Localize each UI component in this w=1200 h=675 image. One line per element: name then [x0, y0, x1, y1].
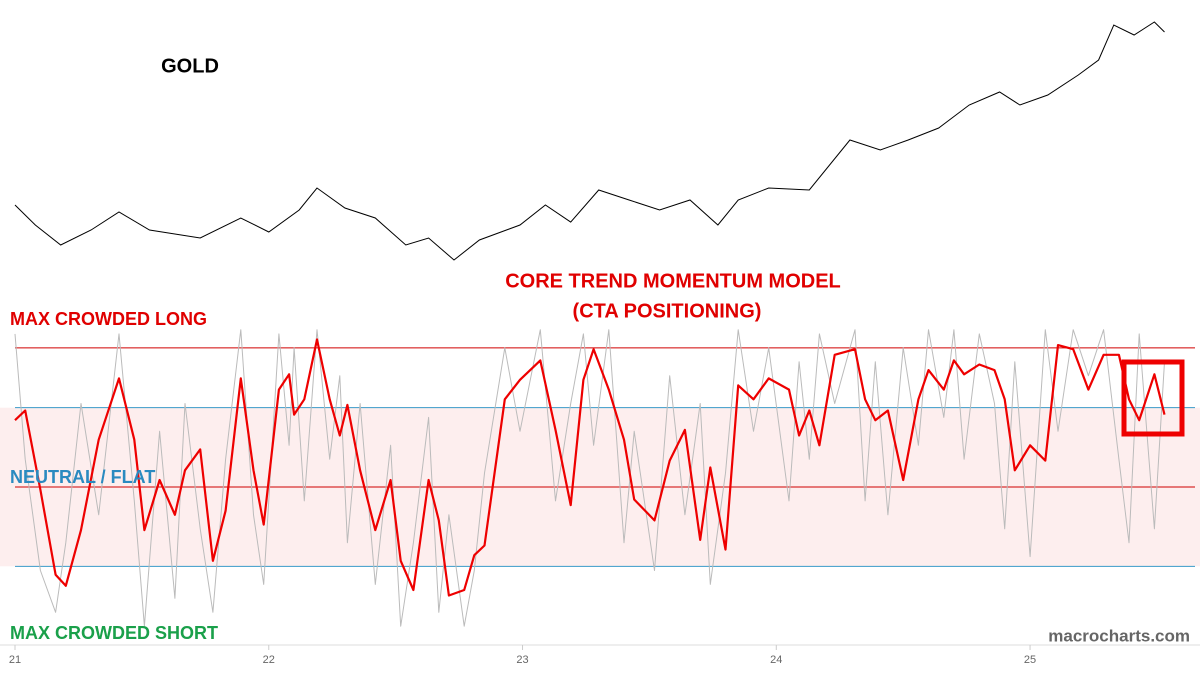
zone-label: MAX CROWDED LONG — [10, 309, 207, 329]
price-line — [14, 21, 1165, 261]
zone-label: NEUTRAL / FLAT — [10, 467, 155, 487]
x-tick-label: 24 — [770, 654, 782, 666]
gold-title: GOLD — [161, 55, 219, 77]
x-tick-label: 22 — [263, 654, 275, 666]
model-subtitle: (CTA POSITIONING) — [573, 300, 762, 322]
x-tick-label: 21 — [9, 654, 21, 666]
highlight-box — [1121, 359, 1185, 437]
raw-line — [14, 329, 1165, 627]
source: macrocharts.com — [1048, 626, 1190, 645]
model-title: CORE TREND MOMENTUM MODEL — [505, 270, 841, 292]
x-tick-label: 23 — [516, 654, 528, 666]
model-line — [14, 338, 1166, 597]
zone-label: MAX CROWDED SHORT — [10, 623, 218, 643]
x-tick-label: 25 — [1024, 654, 1036, 666]
